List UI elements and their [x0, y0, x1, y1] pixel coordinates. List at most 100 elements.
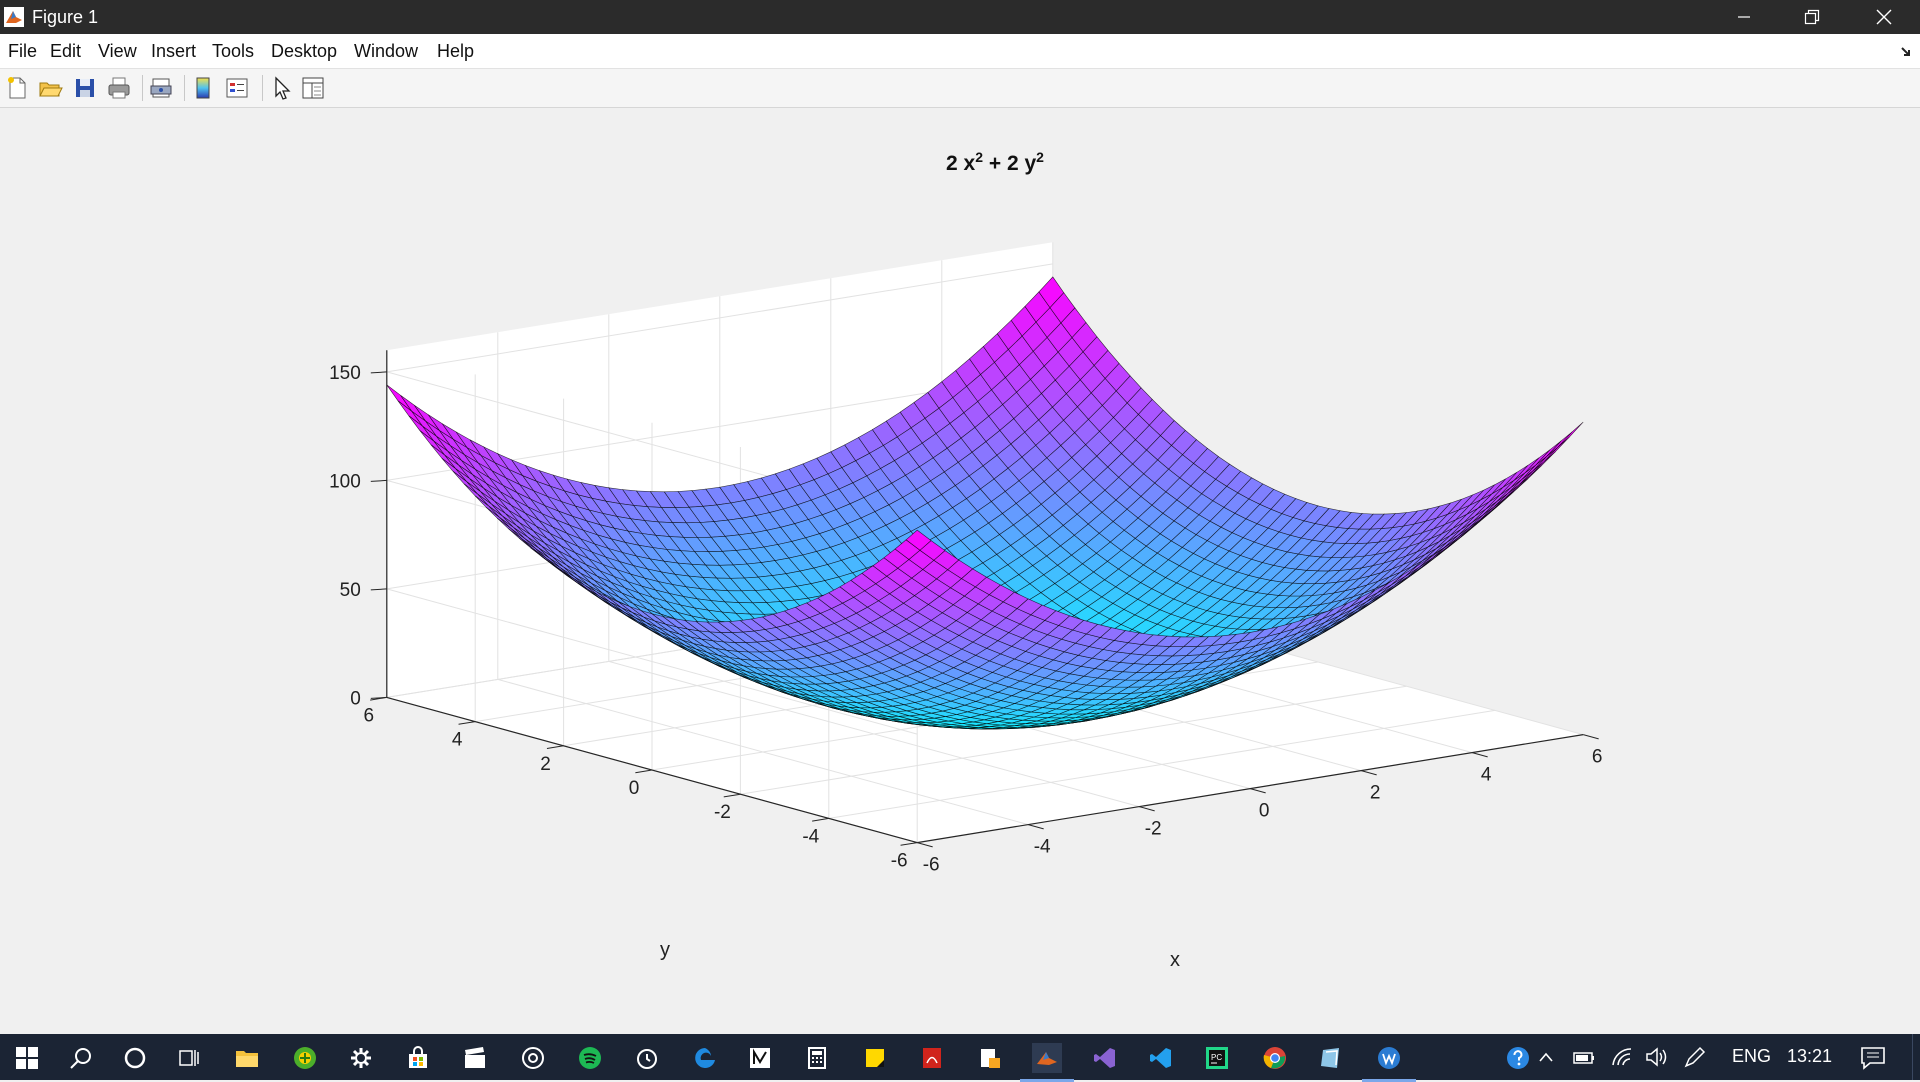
windows-start-icon[interactable]	[12, 1043, 42, 1073]
video-editor-icon[interactable]	[460, 1043, 490, 1073]
x-tick-label: 4	[1481, 765, 1492, 786]
x-tick-label: 0	[1259, 801, 1270, 822]
spotify-icon[interactable]	[575, 1043, 605, 1073]
x-tick-label: -6	[923, 855, 940, 876]
y-tick-mark	[635, 770, 652, 773]
x-tick-mark	[1250, 789, 1265, 793]
vscode-icon[interactable]	[1146, 1043, 1176, 1073]
alarm-clock-icon[interactable]	[632, 1043, 662, 1073]
menu-window[interactable]: Window	[354, 41, 418, 62]
y-tick-mark	[812, 818, 829, 821]
wifi-icon[interactable]	[1610, 1045, 1634, 1069]
task-view-icon[interactable]	[174, 1043, 204, 1073]
show-desktop-button[interactable]	[1912, 1034, 1913, 1080]
windows-taskbar: PC ENG 13:21	[0, 1034, 1920, 1080]
property-inspector-icon[interactable]	[300, 75, 326, 101]
svg-text:PC: PC	[1211, 1053, 1222, 1062]
z-tick-label: 50	[340, 580, 361, 601]
y-tick-mark	[901, 843, 918, 846]
z-tick-mark	[371, 589, 387, 590]
menu-view[interactable]: View	[98, 41, 137, 62]
edit-plot-icon[interactable]	[268, 75, 294, 101]
settings-icon[interactable]	[346, 1043, 376, 1073]
x-tick-mark	[1139, 807, 1154, 811]
docs-icon[interactable]	[975, 1043, 1005, 1073]
z-tick-mark	[371, 480, 387, 481]
y-tick-mark	[724, 794, 741, 797]
cortana-icon[interactable]	[120, 1043, 150, 1073]
y-tick-label: 0	[629, 778, 640, 799]
menu-edit[interactable]: Edit	[50, 41, 81, 62]
toolbar-separator	[262, 75, 263, 101]
notifications-icon[interactable]	[1860, 1045, 1886, 1071]
x-axis-label: x	[1170, 949, 1180, 971]
y-tick-label: 6	[364, 705, 375, 726]
x-tick-mark	[1583, 735, 1598, 739]
y-tick-mark	[547, 746, 564, 749]
print-preview-icon[interactable]	[148, 75, 174, 101]
x-tick-label: -4	[1034, 837, 1051, 858]
search-icon[interactable]	[66, 1043, 96, 1073]
chrome-icon[interactable]	[1260, 1043, 1290, 1073]
file-explorer-icon[interactable]	[232, 1043, 262, 1073]
store-icon[interactable]	[403, 1043, 433, 1073]
save-icon[interactable]	[72, 75, 98, 101]
pycharm-icon[interactable]: PC	[1202, 1043, 1232, 1073]
toolbar-separator	[142, 75, 143, 101]
y-axis-label: y	[660, 939, 670, 961]
dock-arrow-icon[interactable]	[1900, 46, 1912, 58]
notepad-icon[interactable]	[745, 1043, 775, 1073]
y-tick-label: -6	[891, 851, 908, 872]
y-tick-label: 4	[452, 730, 463, 751]
z-tick-mark	[371, 372, 387, 373]
close-icon	[1876, 9, 1892, 25]
sticky-notes-icon[interactable]	[860, 1043, 890, 1073]
figure-toolbar	[0, 69, 1920, 108]
window-titlebar: Figure 1	[0, 0, 1920, 34]
calculator-icon[interactable]	[802, 1043, 832, 1073]
pen-icon[interactable]	[1683, 1045, 1707, 1069]
x-tick-mark	[1361, 771, 1376, 775]
menu-tools[interactable]: Tools	[212, 41, 254, 62]
restore-button[interactable]	[1780, 0, 1844, 34]
visual-studio-icon[interactable]	[1090, 1043, 1120, 1073]
menu-insert[interactable]: Insert	[151, 41, 196, 62]
volume-icon[interactable]	[1644, 1045, 1670, 1069]
minimize-button[interactable]	[1712, 0, 1776, 34]
close-button[interactable]	[1852, 0, 1916, 34]
clock[interactable]: 13:21	[1787, 1046, 1832, 1067]
new-figure-icon[interactable]	[4, 75, 30, 101]
print-icon[interactable]	[106, 75, 132, 101]
files-icon[interactable]	[1316, 1043, 1346, 1073]
help-icon[interactable]	[1503, 1043, 1533, 1073]
menu-file[interactable]: File	[8, 41, 37, 62]
chart-title: 2 x2 + 2 y2	[946, 149, 1044, 175]
media-icon[interactable]	[518, 1043, 548, 1073]
word-icon[interactable]	[1374, 1043, 1404, 1073]
edge-icon[interactable]	[690, 1043, 720, 1073]
green-app-icon[interactable]	[290, 1043, 320, 1073]
z-tick-label: 150	[329, 363, 361, 384]
x-tick-label: 2	[1370, 783, 1381, 804]
battery-icon[interactable]	[1572, 1047, 1596, 1067]
y-tick-mark	[459, 722, 476, 725]
menu-desktop[interactable]: Desktop	[271, 41, 337, 62]
matlab-icon	[4, 7, 24, 27]
matlab-icon[interactable]	[1032, 1043, 1062, 1073]
open-file-icon[interactable]	[37, 75, 63, 101]
chevron-up-icon[interactable]	[1538, 1051, 1554, 1063]
colorbar-icon[interactable]	[190, 75, 216, 101]
acrobat-icon[interactable]	[917, 1043, 947, 1073]
z-tick-label: 0	[350, 688, 361, 709]
restore-icon	[1804, 9, 1820, 25]
menu-help[interactable]: Help	[437, 41, 474, 62]
y-tick-label: -4	[802, 826, 819, 847]
z-tick-label: 100	[329, 471, 361, 492]
x-tick-label: 6	[1592, 747, 1603, 768]
minimize-icon	[1737, 10, 1751, 24]
legend-icon[interactable]	[224, 75, 250, 101]
x-tick-mark	[917, 843, 932, 847]
y-tick-label: 2	[540, 754, 551, 775]
language-indicator[interactable]: ENG	[1732, 1046, 1771, 1067]
